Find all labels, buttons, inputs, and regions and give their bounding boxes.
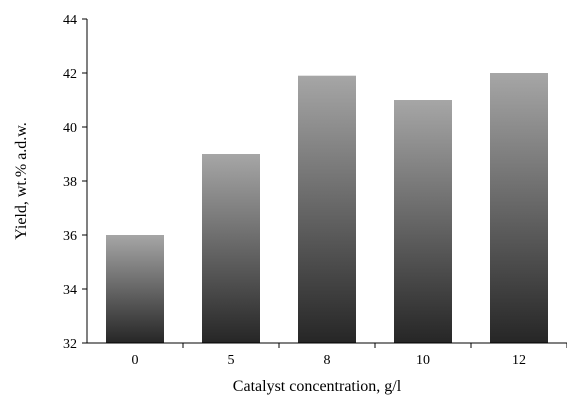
y-axis-title: Yield, wt.% a.d.w. bbox=[13, 122, 30, 240]
y-tick-label: 44 bbox=[63, 13, 77, 28]
x-tick-label: 0 bbox=[132, 353, 139, 368]
x-tick-label: 10 bbox=[416, 353, 430, 368]
y-tick-label: 40 bbox=[63, 121, 77, 136]
x-axis-ticks: 0 5 8 10 12 bbox=[132, 343, 567, 368]
y-tick-label: 42 bbox=[63, 67, 77, 82]
bar-12 bbox=[490, 73, 548, 343]
y-tick-label: 36 bbox=[63, 229, 77, 244]
bar-0 bbox=[106, 235, 164, 343]
bar-8 bbox=[298, 75, 356, 343]
bar-10 bbox=[394, 100, 452, 343]
bars-group bbox=[106, 73, 548, 343]
y-tick-label: 34 bbox=[63, 283, 77, 298]
y-tick-label: 38 bbox=[63, 175, 77, 190]
y-tick-label: 32 bbox=[63, 337, 77, 352]
x-tick-label: 12 bbox=[512, 353, 526, 368]
y-axis-ticks: 32 34 36 38 40 42 44 bbox=[63, 13, 87, 352]
x-tick-label: 8 bbox=[324, 353, 331, 368]
bar-5 bbox=[202, 154, 260, 343]
x-axis-title: Catalyst concentration, g/l bbox=[233, 378, 402, 395]
x-tick-label: 5 bbox=[228, 353, 235, 368]
